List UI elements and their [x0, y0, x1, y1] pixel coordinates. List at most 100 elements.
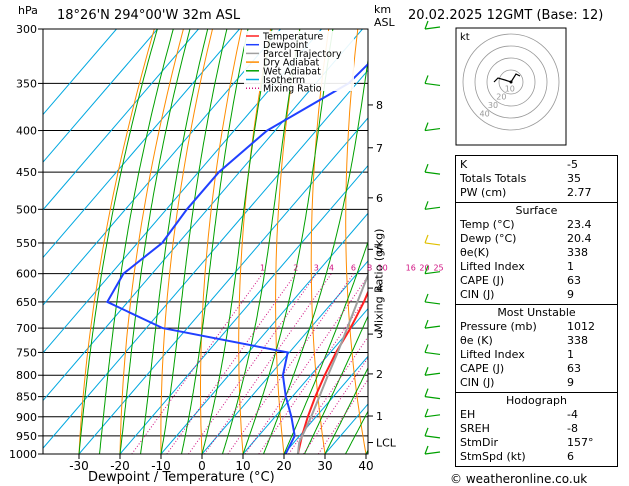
wind-barb: [424, 396, 441, 400]
wet-adiabat-line: [78, 29, 158, 454]
dry-adiabat-line: [200, 29, 242, 454]
hodograph-ring-label: 40: [480, 110, 490, 119]
mixing-ratio-label: 16: [406, 264, 416, 273]
pressure-tick-label: 550: [16, 237, 37, 250]
mu-value: 1: [567, 348, 574, 361]
hodograph-ring-label: 30: [488, 101, 498, 110]
pressure-tick-label: 800: [16, 369, 37, 382]
most-unstable-title: Most Unstable: [497, 306, 576, 319]
wind-barb-flag: [424, 20, 429, 30]
wind-barb: [424, 351, 441, 356]
height-tick-label: 4: [376, 282, 383, 295]
pressure-tick-label: 450: [16, 166, 37, 179]
pressure-tick-label: 700: [16, 322, 37, 335]
legend-label: Wet Adiabat: [263, 66, 321, 77]
index-row-tt: Totals Totals 35: [456, 172, 617, 186]
surface-value: 20.4: [567, 232, 592, 245]
hodo-row: StmDir 157°: [456, 436, 617, 450]
pressure-tick-label: 400: [16, 125, 37, 138]
wind-barb-flag: [424, 265, 429, 274]
pressure-tick-label: 750: [16, 346, 37, 359]
isotherm-line: [119, 164, 368, 454]
hodograph-title: Hodograph: [506, 394, 567, 407]
hodo-row: EH -4: [456, 408, 617, 422]
datetime-title: 20.02.2025 12GMT (Base: 12): [408, 8, 604, 23]
mu-value: 9: [567, 376, 574, 389]
isotherm-line: [160, 212, 368, 454]
surface-label: Dewp (°C): [460, 232, 517, 245]
wet-adiabat-line: [324, 366, 368, 454]
pressure-tick-label: 500: [16, 203, 37, 216]
wet-adiabat-line: [119, 29, 191, 454]
temperature-tick-label: 30: [317, 459, 332, 473]
mu-row: Pressure (mb) 1012: [456, 320, 617, 334]
height-tick-label: 8: [376, 99, 383, 112]
height-tick-label: 1: [376, 410, 383, 423]
temperature-tick-label: 10: [235, 459, 250, 473]
temperature-tick-label: 20: [276, 459, 291, 473]
hodograph-panel: Hodograph EH -4 SREH -8 StmDir 157° StmSpd …: [455, 392, 618, 467]
temperature-tick-label: 40: [358, 459, 373, 473]
wind-barb: [424, 372, 441, 376]
isotherm-line: [242, 307, 368, 454]
index-label: PW (cm): [460, 186, 507, 199]
index-value: -5: [567, 158, 578, 171]
legend-label: Temperature: [262, 32, 323, 43]
wet-adiabat-line: [242, 29, 334, 454]
surface-label: CIN (J): [460, 288, 495, 301]
wind-barb: [424, 451, 441, 455]
wet-adiabat-line: [263, 56, 368, 454]
wind-barb-flag: [424, 293, 429, 303]
mixing-ratio-label: 6: [351, 264, 356, 273]
mixing-ratio-line: [204, 273, 332, 454]
hodo-value: -4: [567, 408, 578, 421]
surface-row: CAPE (J) 63: [456, 274, 617, 288]
pressure-tick-label: 350: [16, 77, 37, 90]
hodograph-unit-label: kt: [460, 32, 470, 43]
isotherm-line: [43, 29, 199, 211]
isotherm-line: [283, 355, 368, 454]
wind-barb-flag: [424, 344, 429, 353]
mu-label: Lifted Index: [460, 348, 525, 361]
hodograph-center: [509, 80, 513, 84]
hodograph-ring-label: 10: [505, 84, 515, 93]
mixing-ratio-axis-title: Mixing Ratio (g/kg): [372, 228, 386, 333]
index-label: Totals Totals: [460, 172, 527, 185]
temperature-tick-label: -20: [110, 459, 130, 473]
mixing-ratio-label: 4: [329, 264, 334, 273]
hodo-row: StmSpd (kt) 6: [456, 450, 617, 464]
temperature-tick-label: -10: [151, 459, 171, 473]
isotherm-line: [43, 29, 158, 163]
wind-barb: [424, 206, 441, 210]
mixing-ratio-line: [188, 273, 317, 454]
surface-value: 9: [567, 288, 574, 301]
legend-label: Dry Adiabat: [263, 58, 320, 69]
indices-panel: K -5 Totals Totals 35 PW (cm) 2.77: [455, 155, 618, 203]
hodo-value: 6: [567, 450, 574, 463]
legend-label: Isotherm: [263, 75, 305, 86]
surface-value: 1: [567, 260, 574, 273]
pressure-tick-label: 900: [16, 411, 37, 424]
isotherm-line: [201, 260, 368, 454]
wind-barb-flag: [424, 234, 429, 244]
temperature-tick-label: 0: [198, 459, 206, 473]
dry-adiabat-line: [78, 29, 155, 454]
dry-adiabat-line: [119, 29, 184, 454]
surface-label: θe(K): [460, 246, 490, 259]
wind-barb: [424, 127, 441, 132]
isotherm-line: [43, 29, 363, 402]
index-row-pw: PW (cm) 2.77: [456, 186, 617, 200]
wind-barb: [424, 414, 441, 418]
wind-barb-flag: [424, 75, 429, 84]
index-row-k: K -5: [456, 158, 617, 172]
wet-adiabat-line: [201, 29, 273, 454]
wet-adiabat-line: [283, 240, 368, 454]
mixing-ratio-label: 8: [367, 264, 372, 273]
hodo-label: StmDir: [460, 436, 499, 449]
height-tick-label: LCL: [376, 437, 397, 450]
isotherm-line: [43, 29, 240, 259]
mixing-ratio-line: [302, 356, 368, 454]
surface-panel: Surface Temp (°C) 23.4 Dewp (°C) 20.4 θe(K…: [455, 202, 618, 305]
mu-value: 63: [567, 362, 581, 375]
